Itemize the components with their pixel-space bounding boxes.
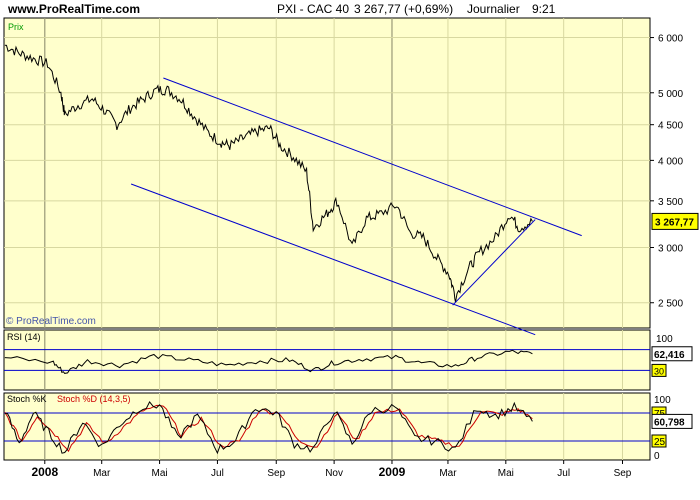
chart-header: www.ProRealTime.com PXI - CAC 40 3 267,7…: [0, 0, 700, 18]
time-tick-label: Mai: [498, 468, 514, 479]
rsi-panel: [3, 329, 651, 391]
stoch-tick-label: 0: [654, 451, 660, 462]
price-tick-label: 4 000: [658, 156, 683, 167]
price-tick-label: 2 500: [658, 299, 683, 310]
price-tick-label: 3 000: [658, 244, 683, 255]
site-name[interactable]: www.ProRealTime.com: [8, 2, 141, 16]
time-tick-label: Mar: [439, 468, 457, 479]
time-tick-label: Mai: [152, 468, 168, 479]
price-tick-label: 5 000: [658, 89, 683, 100]
channel-lower-line: [130, 183, 536, 336]
stoch-last-box: [651, 413, 693, 429]
time-tick-label: Jul: [557, 468, 570, 479]
price-tick-label: 4 500: [658, 121, 683, 132]
time-tick-label: Sep: [614, 468, 632, 479]
support-trend-line: [452, 219, 536, 306]
rsi-series-line: [4, 349, 533, 374]
price-tick-label: 6 000: [658, 34, 683, 45]
stoch-tick-label: 100: [654, 395, 671, 406]
rsi-last-box: [651, 346, 693, 362]
stoch-level-box: [651, 434, 667, 448]
channel-upper-line: [163, 77, 582, 237]
instrument-name: PXI - CAC 40: [277, 2, 350, 16]
stoch-panel: [3, 392, 651, 461]
rsi-last-label: 62,416: [654, 350, 685, 361]
time-tick-label: Nov: [325, 468, 343, 479]
stoch-k-line: [4, 400, 533, 455]
stoch-tick-label: 25: [654, 437, 666, 448]
time-tick-label: Jul: [211, 468, 224, 479]
time-tick-label: Sep: [267, 468, 285, 479]
stoch-d-label: Stoch %D (14,3,5): [57, 394, 131, 404]
watermark: © ProRealTime.com: [6, 316, 96, 327]
stoch-last-label: 60,798: [654, 417, 685, 428]
last-price-box: [651, 212, 699, 230]
time-tick-label: 2008: [31, 465, 58, 479]
stoch-k-label: Stoch %K: [7, 394, 47, 404]
time-tick-label: Mar: [93, 468, 111, 479]
rsi-panel-label: RSI (14): [7, 332, 41, 342]
time-label: 9:21: [532, 2, 556, 16]
rsi-tick-100: 100: [656, 334, 673, 345]
time-tick-label: 2009: [379, 465, 406, 479]
price-tick-label: 3 500: [658, 197, 683, 208]
price-panel-label: Prix: [8, 22, 24, 32]
price-panel: [3, 17, 651, 329]
price-change: 3 267,77 (+0,69%): [354, 2, 454, 16]
rsi-level-box: [651, 363, 667, 377]
period-label[interactable]: Journalier: [467, 2, 520, 16]
last-price-label: 3 267,77: [655, 217, 694, 228]
rsi-tick-30: 30: [654, 366, 664, 376]
price-series-line: [4, 44, 533, 303]
